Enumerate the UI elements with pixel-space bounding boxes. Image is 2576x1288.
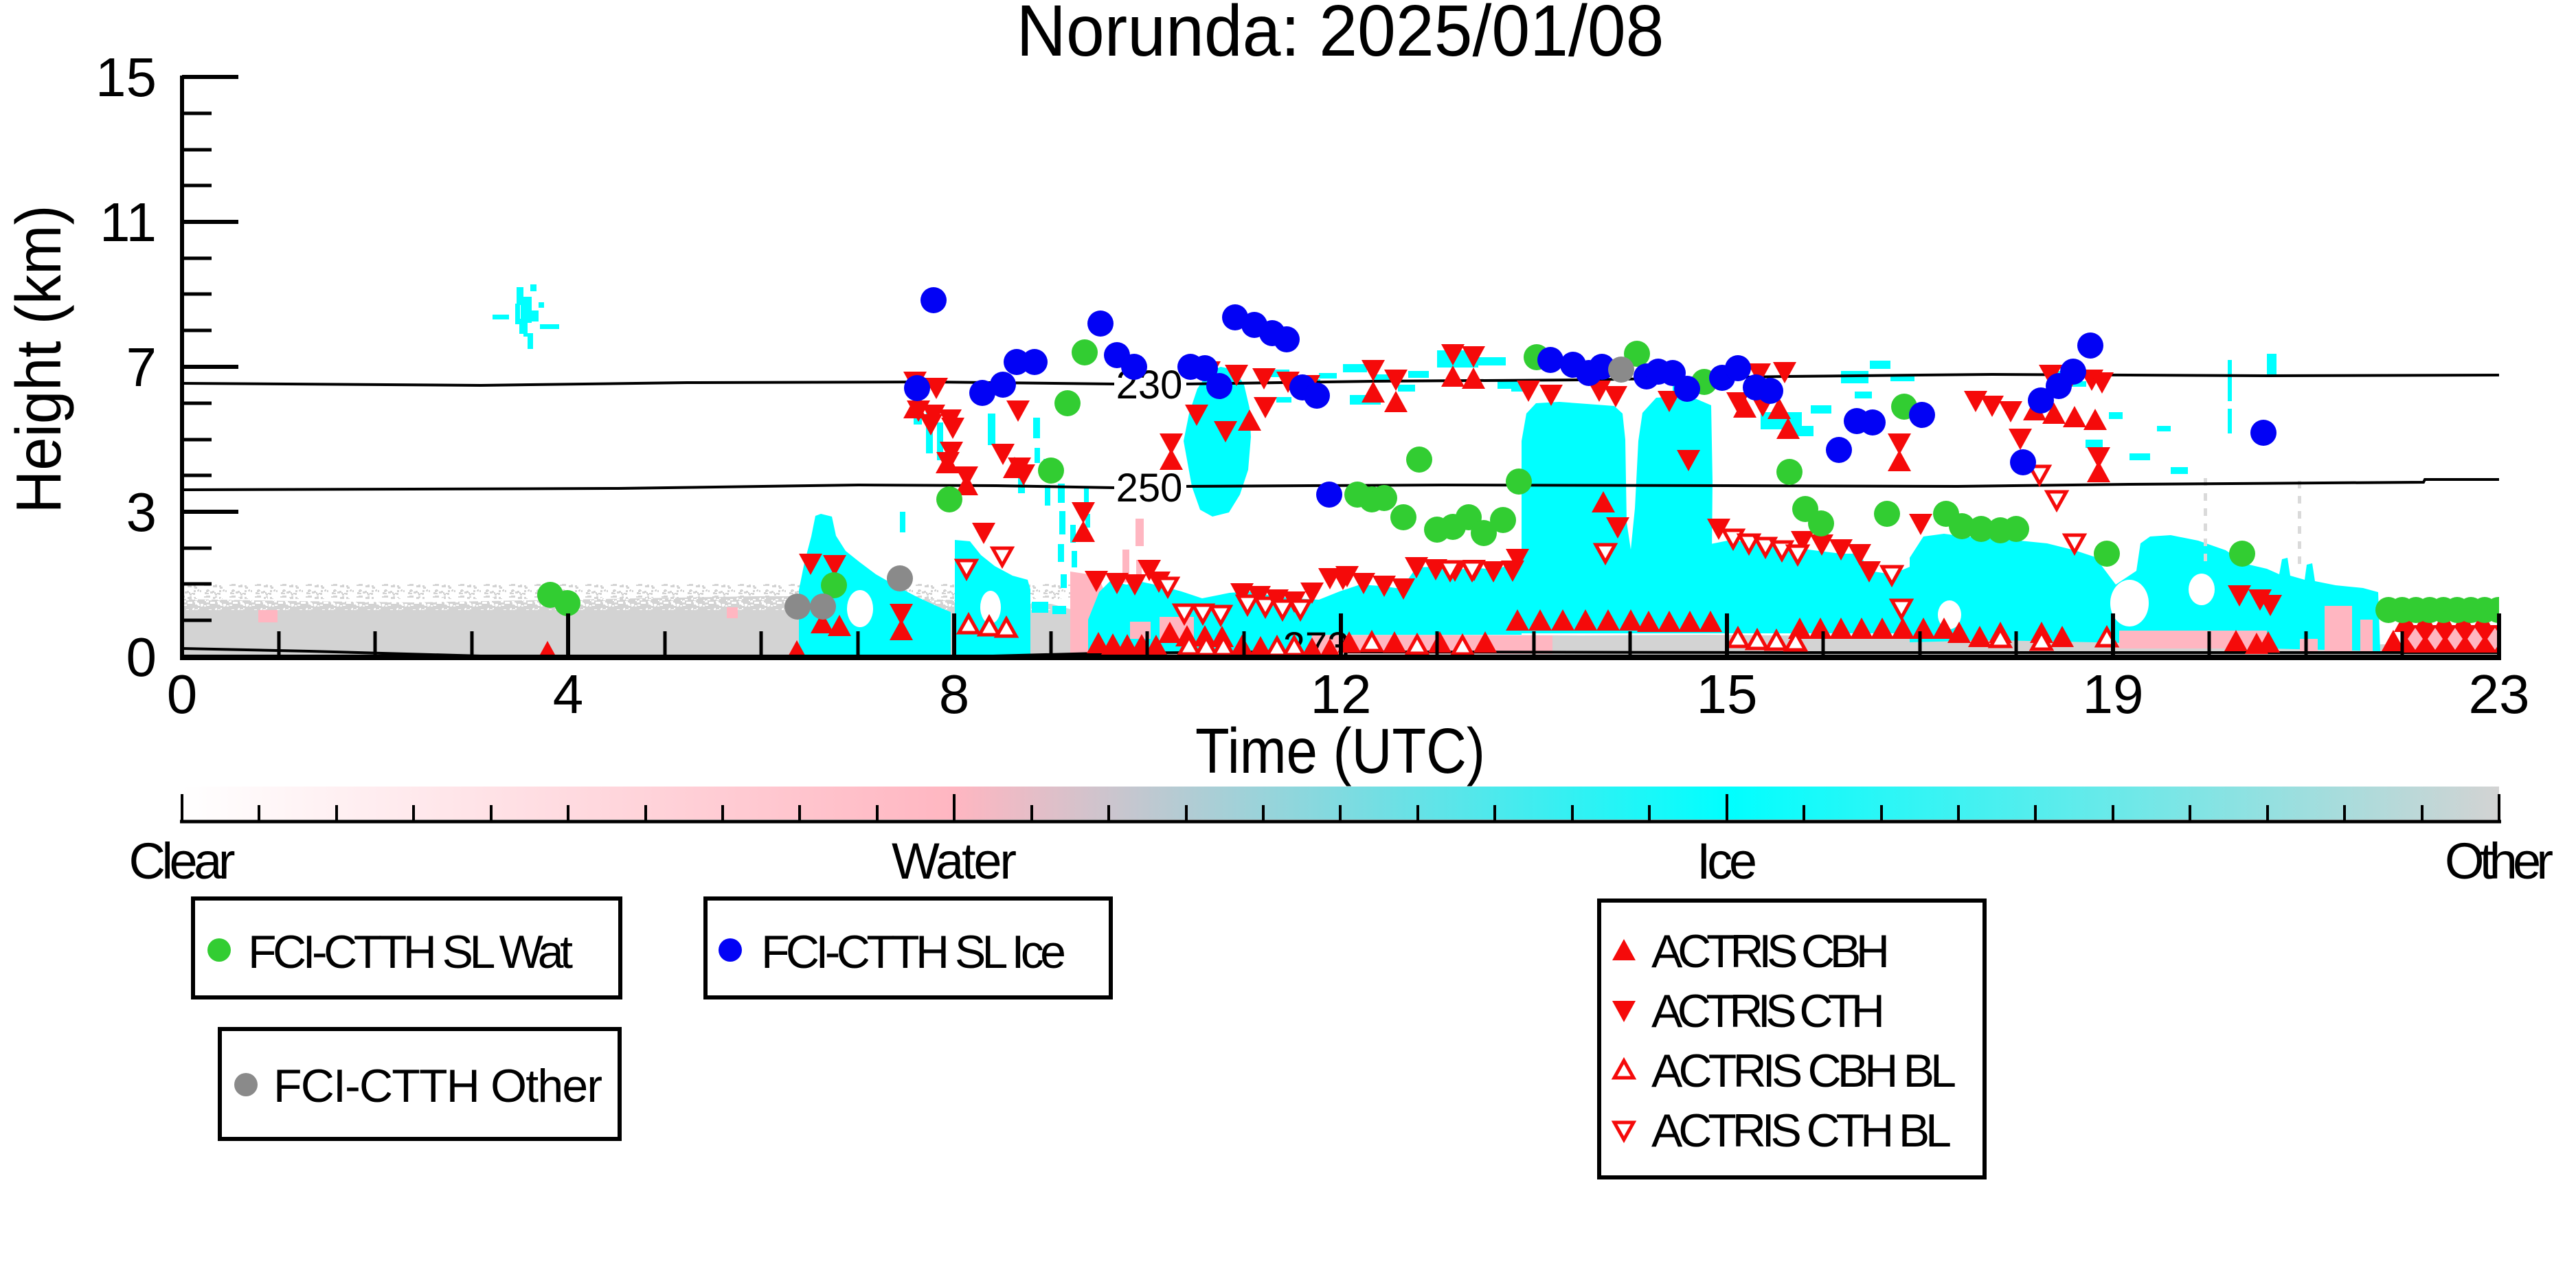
svg-text:Water: Water xyxy=(892,833,1017,890)
svg-text:Time (UTC): Time (UTC) xyxy=(1195,715,1485,787)
svg-text:8: 8 xyxy=(939,664,970,725)
svg-text:3: 3 xyxy=(126,482,157,543)
svg-text:ACTRIS CTH BL: ACTRIS CTH BL xyxy=(1651,1105,1952,1157)
svg-text:Height (km): Height (km) xyxy=(3,205,74,514)
svg-text:15: 15 xyxy=(95,47,157,108)
svg-text:12: 12 xyxy=(1311,664,1372,725)
svg-text:23: 23 xyxy=(2469,664,2530,725)
svg-text:FCI-CTTH Other: FCI-CTTH Other xyxy=(273,1060,602,1112)
svg-text:15: 15 xyxy=(1697,664,1758,725)
svg-text:Norunda: 2025/01/08: Norunda: 2025/01/08 xyxy=(1017,0,1664,71)
svg-text:250: 250 xyxy=(1116,466,1183,510)
svg-text:ACTRIS CTH: ACTRIS CTH xyxy=(1651,985,1885,1037)
svg-text:FCI-CTTH SL Ice: FCI-CTTH SL Ice xyxy=(761,926,1066,978)
svg-text:19: 19 xyxy=(2083,664,2144,725)
svg-text:ACTRIS CBH BL: ACTRIS CBH BL xyxy=(1651,1045,1956,1097)
svg-text:7: 7 xyxy=(126,337,157,398)
svg-text:0: 0 xyxy=(126,626,157,688)
svg-text:4: 4 xyxy=(553,664,584,725)
svg-text:FCI-CTTH SL Wat: FCI-CTTH SL Wat xyxy=(248,926,573,978)
svg-text:11: 11 xyxy=(100,192,157,253)
svg-text:Other: Other xyxy=(2445,833,2553,890)
svg-text:Clear: Clear xyxy=(129,833,236,890)
svg-text:0: 0 xyxy=(167,664,198,725)
svg-text:ACTRIS CBH: ACTRIS CBH xyxy=(1651,925,1890,978)
svg-text:Ice: Ice xyxy=(1697,833,1757,890)
